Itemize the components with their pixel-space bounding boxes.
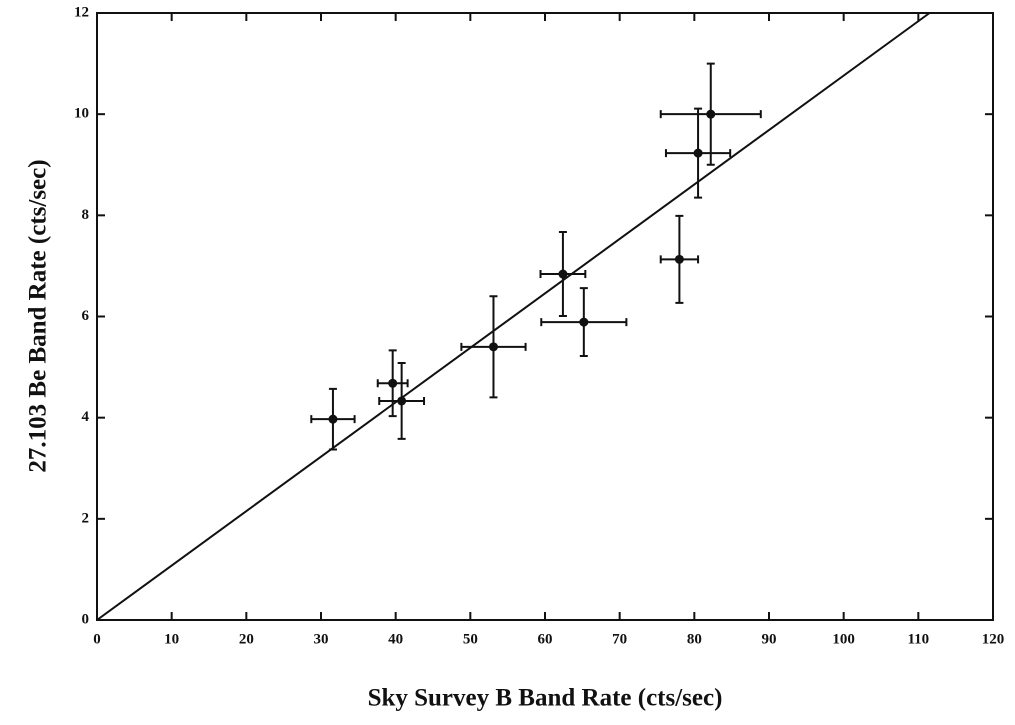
x-tick-label: 60 (538, 631, 553, 647)
y-axis-title: 27.103 Be Band Rate (cts/sec) (25, 159, 52, 472)
x-tick-label: 90 (762, 631, 777, 647)
point (579, 317, 589, 327)
point (488, 342, 498, 352)
y-tick-label: 0 (82, 611, 90, 627)
point (397, 396, 407, 406)
y-tick-label: 4 (82, 409, 90, 425)
y-tick-label: 2 (82, 510, 90, 526)
point (558, 269, 568, 279)
y-tick-label: 10 (74, 106, 89, 122)
y-tick-label: 12 (74, 4, 89, 20)
x-tick-label: 50 (463, 631, 478, 647)
x-tick-label: 100 (832, 631, 855, 647)
x-tick-label: 110 (907, 631, 929, 647)
y-tick-label: 8 (82, 207, 90, 223)
point (388, 378, 398, 388)
x-tick-label: 70 (612, 631, 627, 647)
fit-line (96, 12, 931, 621)
x-tick-label: 10 (164, 631, 179, 647)
x-tick-label: 0 (93, 631, 101, 647)
x-tick-label: 80 (687, 631, 702, 647)
point (674, 254, 684, 264)
plot-frame (96, 12, 994, 621)
y-tick-label: 6 (82, 308, 90, 324)
point (693, 148, 703, 158)
x-tick-label: 120 (982, 631, 1005, 647)
x-tick-label: 30 (314, 631, 329, 647)
x-axis-title: Sky Survey B Band Rate (cts/sec) (368, 685, 723, 712)
point (706, 109, 716, 119)
x-tick-label: 40 (388, 631, 403, 647)
x-tick-label: 20 (239, 631, 254, 647)
point (328, 414, 338, 424)
